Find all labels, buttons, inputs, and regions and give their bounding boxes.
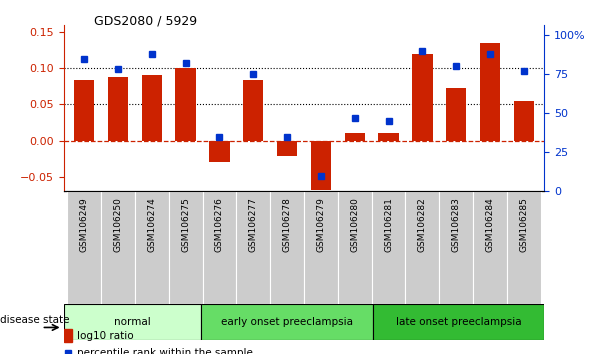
Bar	[345, 133, 365, 141]
Bar	[202, 191, 237, 319]
Text: late onset preeclampsia: late onset preeclampsia	[396, 317, 521, 327]
Text: percentile rank within the sample: percentile rank within the sample	[77, 348, 253, 354]
Text: GSM106283: GSM106283	[452, 198, 461, 252]
Bar	[142, 75, 162, 141]
Bar	[406, 191, 440, 319]
Text: GSM106277: GSM106277	[249, 198, 258, 252]
Bar	[473, 191, 507, 319]
Text: GSM106280: GSM106280	[350, 198, 359, 252]
Bar	[67, 191, 101, 319]
Text: GDS2080 / 5929: GDS2080 / 5929	[94, 14, 198, 27]
Bar	[108, 77, 128, 141]
Bar	[304, 191, 338, 319]
Bar	[440, 191, 473, 319]
Bar	[446, 88, 466, 141]
Text: GSM106284: GSM106284	[486, 198, 494, 252]
Text: log10 ratio: log10 ratio	[77, 331, 133, 341]
Text: GSM106282: GSM106282	[418, 198, 427, 252]
Bar	[373, 304, 544, 340]
Bar	[135, 191, 168, 319]
Text: GSM106281: GSM106281	[384, 198, 393, 252]
Text: GSM106250: GSM106250	[114, 198, 122, 252]
Text: GSM106249: GSM106249	[80, 198, 89, 252]
Bar	[201, 304, 373, 340]
Text: disease state: disease state	[0, 315, 69, 325]
Bar	[168, 191, 202, 319]
Bar	[311, 141, 331, 190]
Bar	[64, 329, 72, 342]
Bar	[209, 141, 230, 162]
Text: GSM106285: GSM106285	[519, 198, 528, 252]
Text: GSM106274: GSM106274	[147, 198, 156, 252]
Bar	[480, 43, 500, 141]
Text: early onset preeclampsia: early onset preeclampsia	[221, 317, 353, 327]
Text: normal: normal	[114, 317, 151, 327]
Bar	[371, 191, 406, 319]
Bar	[243, 80, 263, 141]
Bar	[338, 191, 371, 319]
Bar	[270, 191, 304, 319]
Text: GSM106275: GSM106275	[181, 198, 190, 252]
Text: GSM106276: GSM106276	[215, 198, 224, 252]
Bar	[277, 141, 297, 156]
Bar	[514, 101, 534, 141]
Bar	[237, 191, 270, 319]
Bar	[412, 54, 432, 141]
Bar	[378, 133, 399, 141]
Bar	[74, 80, 94, 141]
Bar	[101, 191, 135, 319]
Text: GSM106278: GSM106278	[283, 198, 292, 252]
Bar	[176, 68, 196, 141]
Bar	[507, 191, 541, 319]
Bar	[64, 304, 201, 340]
Text: GSM106279: GSM106279	[316, 198, 325, 252]
